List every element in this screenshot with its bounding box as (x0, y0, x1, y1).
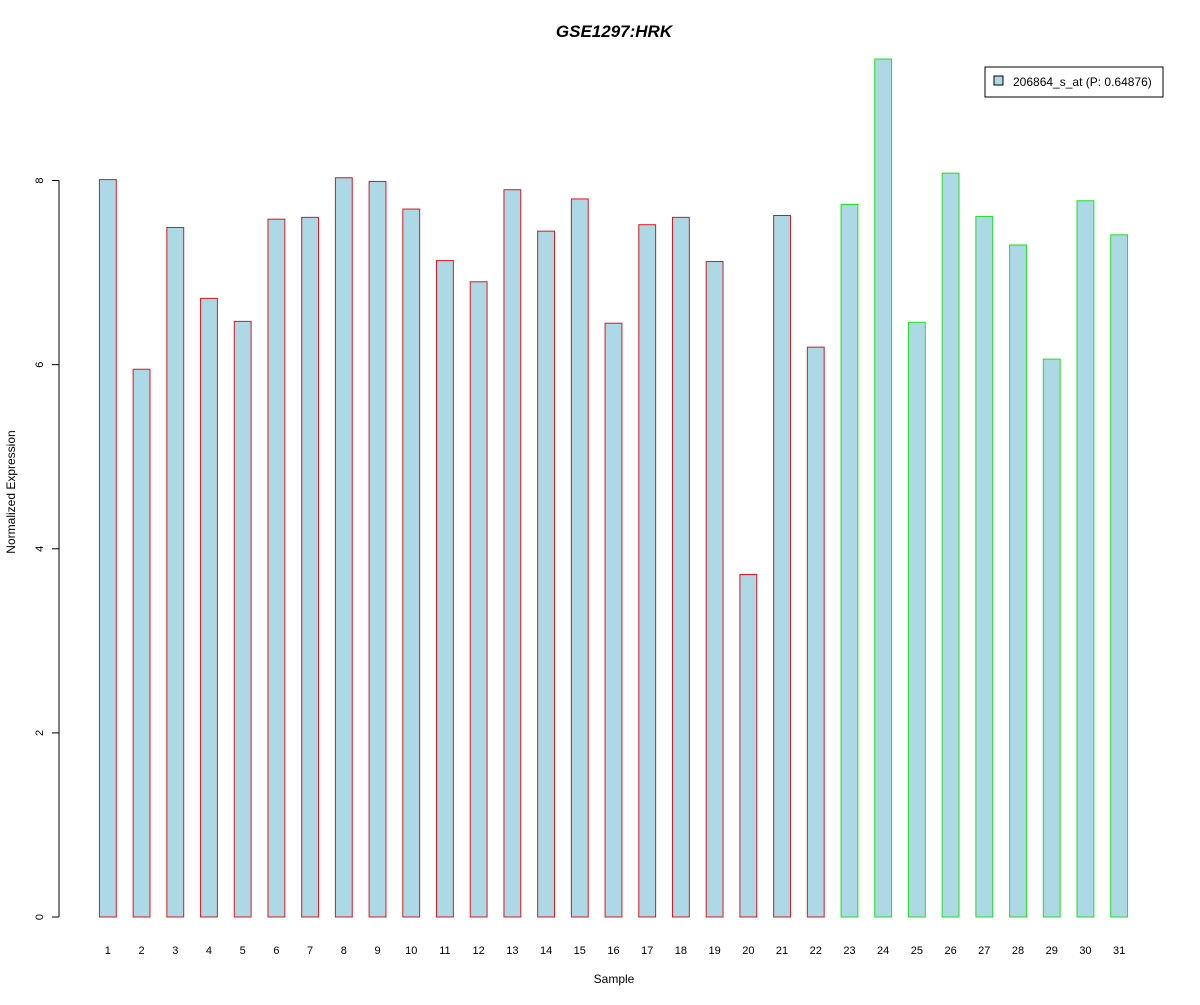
legend-swatch (993, 75, 1004, 86)
bar-sample-23 (840, 203, 859, 918)
x-tick-label: 19 (709, 945, 721, 957)
bar-sample-9 (368, 180, 387, 918)
legend-entry: 206864_s_at (P: 0.64876) (1013, 75, 1152, 89)
x-tick-label: 18 (675, 945, 687, 957)
x-axis-label: Sample (594, 972, 635, 986)
bar-sample-7 (301, 216, 320, 918)
x-tick-label: 22 (810, 945, 822, 957)
bar-sample-27 (975, 215, 994, 918)
x-tick-label: 12 (473, 945, 485, 957)
x-tick-label: 15 (574, 945, 586, 957)
x-tick-label: 30 (1079, 945, 1091, 957)
x-tick-label: 9 (374, 945, 380, 957)
legend-box (984, 66, 1164, 98)
bar-sample-29 (1042, 358, 1061, 918)
x-tick-label: 13 (506, 945, 518, 957)
bar-sample-3 (166, 226, 185, 918)
x-tick-label: 21 (776, 945, 788, 957)
x-tick-label: 5 (240, 945, 246, 957)
bar-sample-20 (739, 574, 758, 918)
y-tick-label: 0 (34, 914, 46, 920)
x-tick-label: 3 (172, 945, 178, 957)
x-tick-labels: 1 2 3 4 5 6 7 8 9 10 11 12 13 14 15 16 17 18 19 20 21 22 23 24 2… (105, 945, 1125, 957)
bar-sample-4 (200, 297, 218, 918)
bar-sample-19 (705, 261, 724, 918)
x-tick-label: 25 (911, 945, 923, 957)
bar-sample-28 (1009, 244, 1027, 918)
bar-sample-12 (469, 281, 488, 918)
x-tick-label: 7 (307, 945, 313, 957)
bar-sample-11 (436, 260, 454, 918)
bar-sample-16 (604, 322, 623, 918)
x-tick-label: 6 (273, 945, 279, 957)
x-tick-label: 8 (341, 945, 347, 957)
y-axis-label: Normalized Expression (4, 430, 18, 553)
x-tick-label: 26 (944, 945, 956, 957)
bar-sample-22 (806, 346, 825, 918)
x-tick-label: 11 (439, 945, 450, 957)
bar-sample-1 (98, 179, 117, 918)
bar-sample-2 (132, 368, 151, 918)
y-tick-label: 6 (34, 362, 46, 368)
y-tick-label: 2 (34, 730, 46, 736)
bar-sample-25 (907, 321, 926, 918)
y-axis: 0 2 4 6 8 (34, 177, 60, 920)
x-tick-label: 20 (742, 945, 754, 957)
bar-sample-31 (1110, 234, 1129, 918)
y-tick-label: 4 (34, 546, 46, 552)
bar-sample-5 (233, 320, 252, 918)
bar-sample-15 (570, 198, 589, 918)
x-tick-label: 16 (607, 945, 619, 957)
bar-sample-21 (773, 215, 791, 918)
x-tick-label: 14 (540, 945, 552, 957)
x-tick-label: 31 (1113, 945, 1125, 957)
chart-title: GSE1297:HRK (556, 22, 674, 41)
bar-sample-10 (402, 208, 421, 918)
bar-sample-8 (334, 177, 353, 918)
bar-sample-6 (267, 218, 286, 918)
bar-sample-14 (537, 230, 556, 918)
x-tick-label: 27 (978, 945, 990, 957)
bar-sample-26 (941, 172, 960, 918)
bars-layer (98, 58, 1129, 918)
bar-sample-13 (503, 189, 522, 918)
x-tick-label: 24 (877, 945, 889, 957)
bar-sample-30 (1076, 200, 1095, 918)
bar-sample-17 (638, 224, 657, 918)
x-tick-label: 28 (1012, 945, 1024, 957)
x-tick-label: 17 (641, 945, 653, 957)
x-tick-label: 29 (1046, 945, 1058, 957)
x-tick-label: 10 (405, 945, 417, 957)
x-tick-label: 4 (206, 945, 212, 957)
x-tick-label: 1 (105, 945, 111, 957)
bar-sample-24 (874, 58, 893, 918)
legend: 206864_s_at (P: 0.64876) (984, 66, 1164, 98)
x-tick-label: 23 (843, 945, 855, 957)
x-tick-label: 2 (138, 945, 144, 957)
y-tick-label: 8 (34, 177, 46, 183)
bar-sample-18 (671, 216, 690, 918)
